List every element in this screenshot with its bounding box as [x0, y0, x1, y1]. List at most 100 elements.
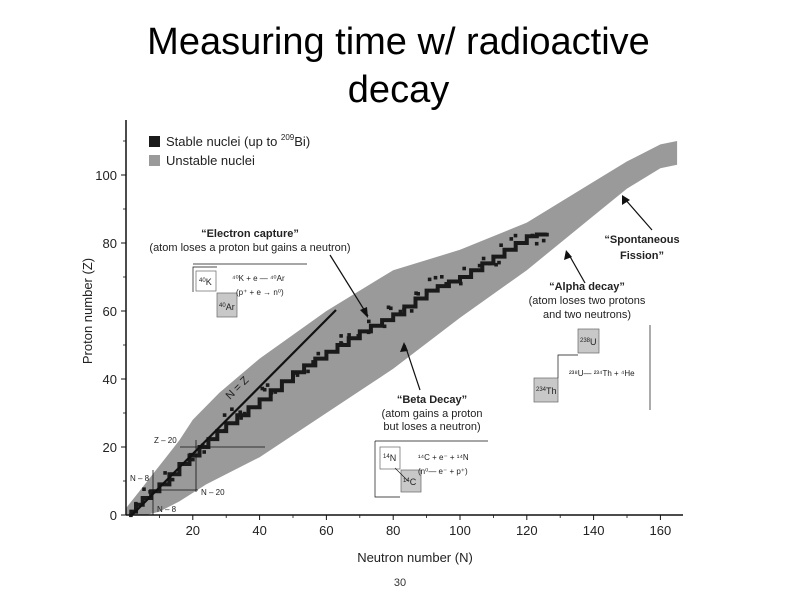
stable-nucleus-mark	[389, 306, 393, 311]
stable-nucleus-mark	[246, 409, 251, 414]
x-tick-label: 40	[252, 523, 266, 538]
fission-arrowhead	[622, 195, 630, 205]
stable-nucleus-mark	[366, 330, 371, 335]
stable-nucleus-mark	[440, 275, 444, 279]
stable-nucleus-mark	[444, 282, 448, 286]
stable-nucleus-mark	[409, 309, 414, 313]
electron-capture-eq2: (p⁺ + e → n⁰)	[236, 288, 284, 297]
alpha-decay-frame	[557, 354, 578, 378]
slide-title: Measuring time w/ radioactive decay	[0, 18, 797, 114]
n14-box	[379, 446, 401, 470]
stable-nucleus-mark	[295, 373, 300, 377]
stable-nucleus-mark	[306, 369, 310, 374]
y-tick-label: 60	[103, 304, 117, 319]
stable-nucleus-mark	[425, 291, 429, 296]
x-tick-label: 120	[516, 523, 538, 538]
unstable-nuclei-band	[126, 141, 678, 515]
beta-decay-arrowhead	[400, 342, 408, 352]
stable-nucleus-mark	[347, 333, 351, 337]
n8-label: N – 8	[130, 474, 150, 483]
beta-decay-subtitle1: (atom gains a proton	[382, 408, 483, 420]
beta-decay-frame	[374, 441, 400, 498]
stable-nucleus-mark	[427, 277, 432, 282]
electron-capture-title: “Electron capture”	[201, 228, 299, 240]
y-tick-label: 0	[110, 508, 117, 523]
c14-box	[400, 469, 422, 493]
stable-nucleus-mark	[163, 471, 167, 475]
stable-nucleus-mark	[356, 334, 361, 338]
stable-nucleus-mark	[534, 241, 539, 246]
legend-swatch-unstable	[149, 155, 160, 166]
fission-title2: Fission”	[620, 250, 664, 262]
stable-nucleus-mark	[292, 371, 297, 375]
stable-nucleus-mark	[530, 233, 535, 238]
k40-box	[195, 270, 217, 292]
stable-nucleus-mark	[260, 386, 265, 391]
stable-nucleus-mark	[187, 459, 192, 463]
stable-nucleus-mark	[239, 416, 243, 420]
stable-nucleus-mark	[382, 324, 387, 329]
x-tick-label: 140	[583, 523, 605, 538]
stable-nucleus-mark	[316, 351, 321, 356]
electron-capture-frame	[192, 266, 217, 292]
legend-label-stable: Stable nuclei (up to 209Bi)	[166, 133, 310, 149]
stable-nucleus-mark	[269, 391, 274, 395]
stable-nucleus-mark	[481, 256, 486, 261]
fission-annotation: “Spontaneous Fission”	[604, 195, 680, 262]
stable-nucleus-mark	[541, 238, 546, 243]
stable-nucleus-mark	[497, 260, 501, 265]
electron-capture-annotation: “Electron capture” (atom loses a proton …	[149, 228, 369, 318]
stable-nucleus-mark	[398, 309, 403, 314]
axis-ticks: 20 40 60 80 100 120 140 160 0 20 40 60 80 100	[95, 140, 671, 538]
stable-nucleus-mark	[170, 477, 175, 482]
beta-decay-subtitle2: but loses a neutron)	[383, 421, 480, 433]
ar40-label: 40Ar	[219, 302, 235, 312]
stable-nucleus-mark	[230, 407, 234, 411]
k40-label: 40K	[199, 277, 212, 287]
stable-nucleus-mark	[459, 281, 463, 286]
y-tick-label: 40	[103, 372, 117, 387]
fission-title1: “Spontaneous	[604, 234, 679, 246]
stable-nucleus-mark	[223, 428, 227, 433]
z20-label: Z – 20	[154, 436, 177, 445]
stable-nucleus-mark	[462, 266, 466, 271]
y-tick-label: 80	[103, 236, 117, 251]
legend: Stable nuclei (up to 209Bi) Unstable nuc…	[149, 133, 310, 168]
x-tick-label: 80	[386, 523, 400, 538]
stable-nucleus-mark	[509, 237, 514, 241]
alpha-decay-subtitle1: (atom loses two protons	[529, 295, 646, 307]
beta-decay-eq1: ¹⁴C + e⁻ + ¹⁴N	[418, 453, 469, 462]
slide-title-line2: decay	[347, 69, 450, 111]
stable-nucleus-mark	[202, 450, 206, 454]
stable-nucleus-mark	[414, 291, 418, 295]
electron-capture-subtitle: (atom loses a proton but gains a neutron…	[149, 242, 350, 254]
x-axis-label: Neutron number (N)	[357, 550, 473, 565]
electron-capture-arrow	[329, 254, 369, 317]
x-tick-label: 100	[449, 523, 471, 538]
alpha-decay-title: “Alpha decay”	[549, 281, 625, 293]
stable-nucleus-mark	[402, 307, 406, 312]
x-tick-label: 20	[186, 523, 200, 538]
legend-label-unstable: Unstable nuclei	[166, 153, 255, 168]
unstable-band-area	[126, 141, 678, 515]
n20-label: N – 20	[201, 488, 225, 497]
ar40-box	[216, 292, 238, 318]
stable-nucleus-mark	[433, 275, 438, 280]
u238-label: 238U	[580, 337, 597, 347]
n14-label: 14N	[383, 453, 396, 463]
beta-decay-eq2: (n⁰— e⁻ + p⁺)	[418, 467, 468, 476]
stable-nucleus-mark	[386, 305, 391, 310]
electron-capture-arrowhead	[360, 307, 368, 318]
stable-nucleus-mark	[142, 487, 146, 491]
stable-nucleus-mark	[339, 334, 343, 338]
electron-capture-eq1: ⁴⁰K + e — ⁴⁰Ar	[232, 274, 285, 283]
stable-nucleus-mark	[488, 261, 492, 266]
beta-decay-arrow	[404, 344, 421, 391]
stable-nucleus-mark	[222, 413, 227, 417]
stable-nucleus-mark	[134, 501, 138, 506]
alpha-decay-subtitle2: and two neutrons)	[543, 309, 631, 321]
y-tick-label: 20	[103, 440, 117, 455]
fission-arrow	[623, 197, 653, 231]
x-tick-label: 60	[319, 523, 333, 538]
alpha-decay-eq1: ²³⁸U— ²³⁴Th + ⁴He	[569, 369, 635, 378]
